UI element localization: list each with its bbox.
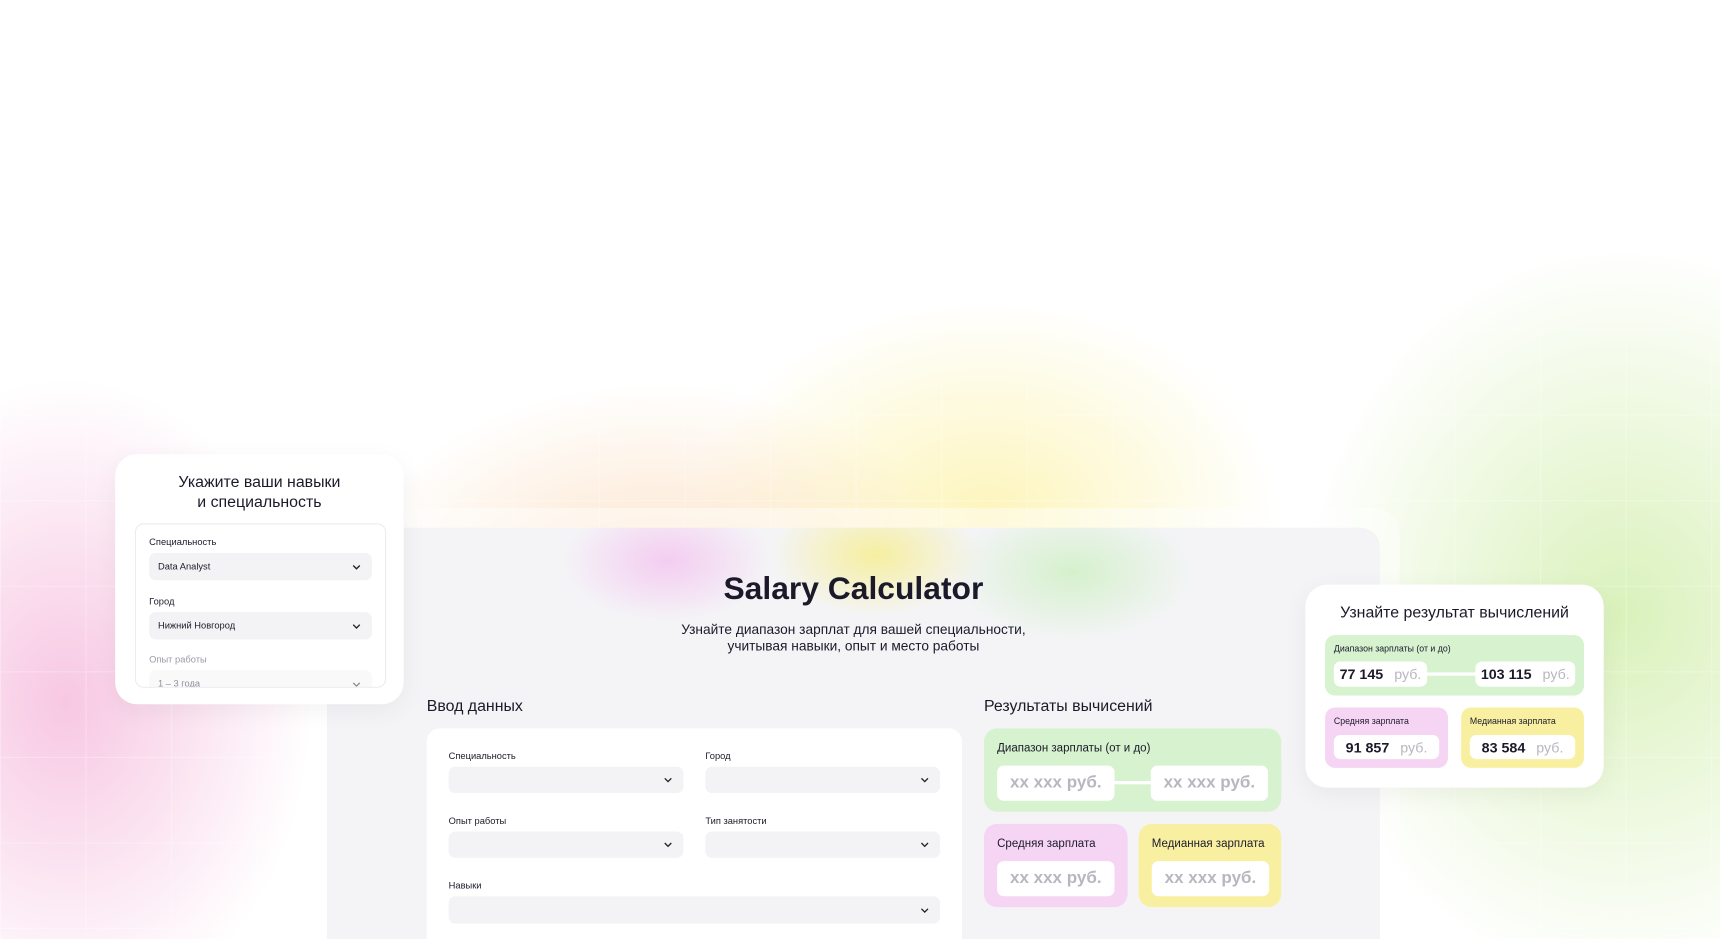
select[interactable]: [705, 831, 941, 858]
amount-field: 77 145 руб.: [1333, 661, 1428, 687]
placeholder: xx xxx руб.: [1150, 765, 1269, 801]
field-label: Навыки: [448, 879, 482, 891]
select-value: Нижний Новгород: [157, 619, 236, 631]
field-label: Опыт работы: [149, 653, 207, 665]
box-label: Средняя зарплата: [1333, 716, 1409, 727]
card-title: Укажите ваши навыки и специальность: [115, 474, 403, 512]
subtitle-line: Узнайте диапазон зарплат для вашей специ…: [681, 621, 1026, 638]
result-card: Узнайте результат вычислений Диапазон за…: [1305, 584, 1604, 788]
select[interactable]: 1 – 3 года: [149, 670, 372, 688]
unit: руб.: [1400, 738, 1428, 756]
unit: руб.: [1542, 665, 1570, 683]
select-value: Data Analyst: [157, 560, 211, 572]
select-value: 1 – 3 года: [157, 677, 201, 688]
app-subtitle: Узнайте диапазон зарплат для вашей специ…: [327, 622, 1380, 654]
section-title: Ввод данных: [426, 697, 523, 716]
median-box: Медианная зарплата xx xxx руб.: [1138, 823, 1282, 908]
select[interactable]: [448, 766, 684, 794]
card-form: Специальность Data Analyst Город Нижний …: [134, 523, 387, 688]
amount-field: 103 115 руб.: [1475, 661, 1576, 687]
box-label: Диапазон зарплаты (от и до): [1333, 643, 1451, 654]
placeholder: xx xxx руб.: [997, 765, 1115, 801]
input-form: Специальность Город Опыт работы Тип заня…: [426, 728, 963, 939]
range-box: Диапазон зарплаты (от и до) xx xxx руб. …: [983, 728, 1282, 812]
field-label: Город: [149, 595, 175, 607]
select[interactable]: Data Analyst: [149, 552, 372, 581]
average-box: Средняя зарплата xx xxx руб.: [983, 823, 1128, 908]
title-line: и специальность: [197, 493, 322, 511]
amount-field: 91 857 руб.: [1333, 734, 1440, 760]
amount-field: 83 584 руб.: [1469, 734, 1576, 760]
field-label: Специальность: [149, 536, 217, 548]
field-label: Специальность: [448, 750, 516, 762]
box-label: Медианная зарплата: [1469, 716, 1556, 727]
range-connector: [1113, 781, 1151, 785]
amount: 103 115: [1480, 665, 1532, 683]
select[interactable]: [448, 831, 684, 858]
placeholder: xx xxx руб.: [997, 861, 1115, 897]
box-label: Средняя зарплата: [997, 836, 1096, 851]
select[interactable]: [705, 766, 941, 794]
average-box: Средняя зарплата 91 857 руб.: [1325, 707, 1448, 768]
app-panel: Salary Calculator Узнайте диапазон зарпл…: [326, 527, 1380, 939]
unit: руб.: [1536, 738, 1564, 756]
amount: 91 857: [1345, 738, 1390, 756]
range-box: Диапазон зарплаты (от и до) 77 145 руб. 1…: [1325, 635, 1584, 696]
field-label: Тип занятости: [705, 815, 767, 827]
card-title: Узнайте результат вычислений: [1340, 604, 1569, 622]
field-label: Опыт работы: [448, 815, 507, 827]
amount: 83 584: [1481, 738, 1526, 756]
select[interactable]: Нижний Новгород: [149, 612, 372, 640]
box-label: Диапазон зарплаты (от и до): [997, 741, 1151, 755]
placeholder: xx xxx руб.: [1151, 861, 1270, 897]
range-connector: [1423, 672, 1479, 676]
select[interactable]: [448, 896, 941, 924]
skills-card: Укажите ваши навыки и специальность Спец…: [115, 454, 404, 705]
title-line: Укажите ваши навыки: [178, 473, 341, 492]
subtitle-line: учитывая навыки, опыт и место работы: [727, 637, 980, 654]
amount: 77 145: [1339, 665, 1384, 683]
unit: руб.: [1394, 665, 1422, 683]
box-label: Медианная зарплата: [1151, 836, 1265, 851]
app-title: Salary Calculator: [723, 571, 984, 607]
median-box: Медианная зарплата 83 584 руб.: [1461, 707, 1584, 768]
field-label: Город: [705, 750, 731, 762]
section-title: Результаты вычисений: [983, 697, 1153, 716]
